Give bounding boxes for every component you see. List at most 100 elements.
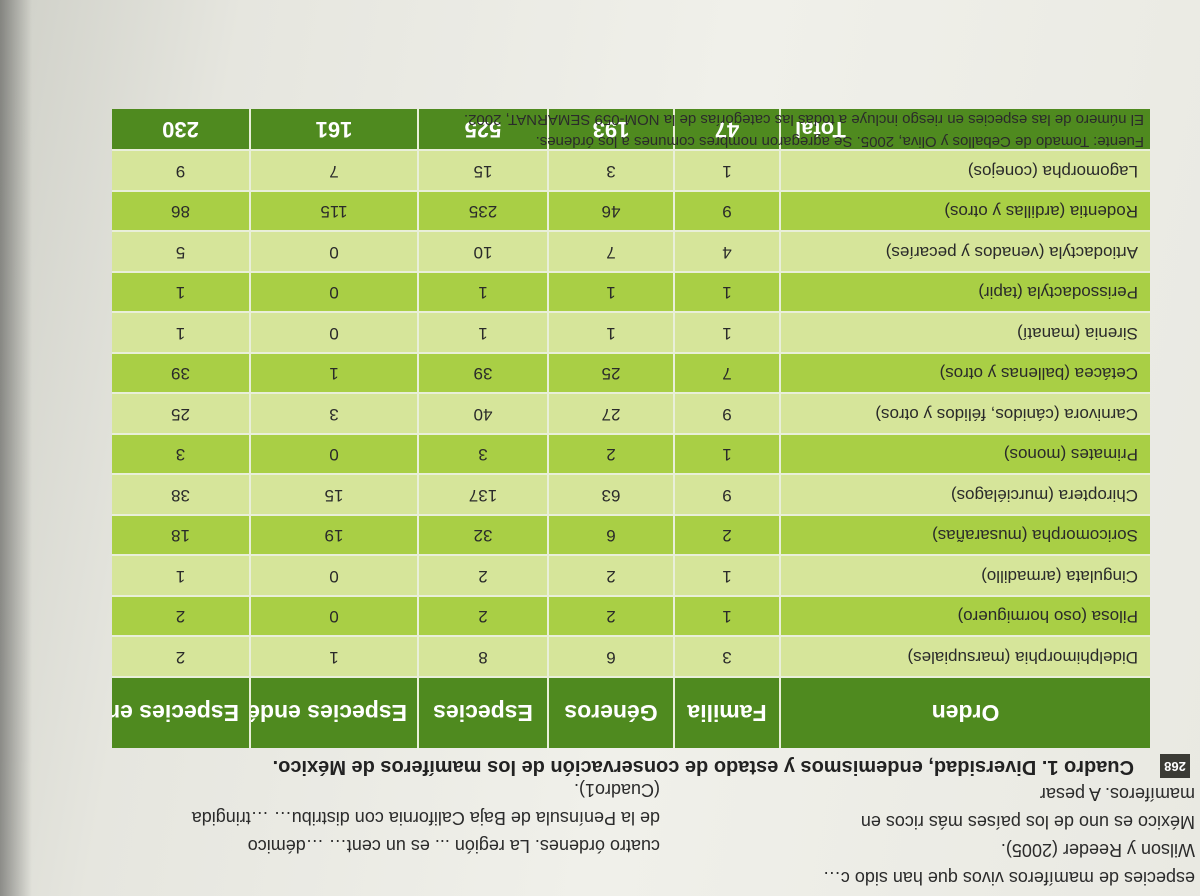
table-row: Lagomorpha (conejos) 1 3 15 7 9 [112, 150, 1150, 191]
header-especies-en-riesgo: Especies en riesgo [112, 677, 250, 748]
cell-generos: 6 [548, 515, 674, 556]
cell-generos: 2 [548, 434, 674, 475]
cell-especies: 137 [418, 474, 548, 515]
cell-riesgo: 38 [112, 474, 250, 515]
cell-familia: 2 [674, 515, 780, 556]
header-familia: Familia [674, 677, 780, 748]
total-endemicas: 161 [250, 109, 418, 151]
cell-orden: Pilosa (oso hormiguero) [780, 596, 1150, 637]
cell-riesgo: 39 [112, 353, 250, 394]
cell-orden: Sirenia (manatí) [780, 312, 1150, 353]
cell-familia: 4 [674, 231, 780, 272]
cell-familia: 1 [674, 150, 780, 191]
cell-endemicas: 115 [250, 191, 418, 232]
cell-generos: 1 [548, 272, 674, 313]
cell-orden: Cingulata (armadillo) [780, 555, 1150, 596]
intro-line: de la Península de Baja California con d… [191, 808, 660, 828]
cell-generos: 63 [548, 474, 674, 515]
page-number: 268 [1160, 754, 1190, 778]
total-riesgo: 230 [112, 109, 250, 151]
intro-line: México es uno de los países más ricos en… [860, 784, 1195, 832]
cell-familia: 7 [674, 353, 780, 394]
cell-endemicas: 15 [250, 474, 418, 515]
cell-riesgo: 9 [112, 150, 250, 191]
cell-especies: 3 [418, 434, 548, 475]
cell-generos: 6 [548, 636, 674, 677]
cell-endemicas: 0 [250, 272, 418, 313]
cell-generos: 27 [548, 393, 674, 434]
cell-especies: 39 [418, 353, 548, 394]
table-row: Pilosa (oso hormiguero) 1 2 2 0 2 [112, 596, 1150, 637]
cell-riesgo: 25 [112, 393, 250, 434]
cell-endemicas: 0 [250, 555, 418, 596]
cell-riesgo: 2 [112, 596, 250, 637]
cell-riesgo: 1 [112, 555, 250, 596]
cell-especies: 2 [418, 555, 548, 596]
cell-generos: 2 [548, 596, 674, 637]
cell-riesgo: 2 [112, 636, 250, 677]
mammals-table: Orden Familia Géneros Especies Especies … [112, 109, 1150, 748]
cell-orden: Didelphimorphia (marsupiales) [780, 636, 1150, 677]
cell-generos: 25 [548, 353, 674, 394]
cell-orden: Chiroptera (murciélagos) [780, 474, 1150, 515]
cell-endemicas: 1 [250, 353, 418, 394]
cell-orden: Primates (monos) [780, 434, 1150, 475]
header-orden: Orden [780, 677, 1150, 748]
cell-endemicas: 0 [250, 596, 418, 637]
cell-endemicas: 3 [250, 393, 418, 434]
cell-orden: Carnivora (cánidos, félidos y otros) [780, 393, 1150, 434]
header-especies-endemicas: Especies endémicas [250, 677, 418, 748]
cell-orden: Perissodactyla (tapir) [780, 272, 1150, 313]
cell-riesgo: 86 [112, 191, 250, 232]
intro-line: cuatro órdenes. La región ... es un cent… [247, 836, 660, 856]
cell-familia: 1 [674, 434, 780, 475]
table-row: Primates (monos) 1 2 3 0 3 [112, 434, 1150, 475]
table-row: Rodentia (ardillas y otros) 9 46 235 115 86 [112, 191, 1150, 232]
cell-generos: 1 [548, 312, 674, 353]
cell-familia: 1 [674, 272, 780, 313]
cell-especies: 1 [418, 312, 548, 353]
table-header-row: Orden Familia Géneros Especies Especies … [112, 677, 1150, 748]
cell-endemicas: 19 [250, 515, 418, 556]
cell-endemicas: 0 [250, 434, 418, 475]
cell-familia: 9 [674, 474, 780, 515]
table-body: Didelphimorphia (marsupiales) 3 6 8 1 2 Pilosa… [112, 109, 1150, 677]
header-generos: Géneros [548, 677, 674, 748]
intro-text-right: cuatro órdenes. La región ... es un cent… [0, 776, 660, 860]
cell-especies: 15 [418, 150, 548, 191]
cell-familia: 9 [674, 393, 780, 434]
table-row: Soricomorpha (musarañas) 2 6 32 19 18 [112, 515, 1150, 556]
intro-text-left: especies de mamíferos vivos que han sido… [795, 780, 1195, 892]
cell-endemicas: 7 [250, 150, 418, 191]
table-caption: Cuadro 1. Diversidad, endemismos y estad… [272, 756, 1134, 778]
cell-especies: 32 [418, 515, 548, 556]
cell-orden: Rodentia (ardillas y otros) [780, 191, 1150, 232]
footnote-source: Fuente: Tomado de Ceballos y Oliva, 2005… [535, 133, 1144, 150]
cell-riesgo: 5 [112, 231, 250, 272]
table-row: Carnivora (cánidos, félidos y otros) 9 27 4… [112, 393, 1150, 434]
cell-familia: 1 [674, 312, 780, 353]
cell-generos: 7 [548, 231, 674, 272]
table-row: Artiodactyla (venados y pecaríes) 4 7 10 0 5 [112, 231, 1150, 272]
table-row: Didelphimorphia (marsupiales) 3 6 8 1 2 [112, 636, 1150, 677]
footnote-risk: El número de las especies en riesgo incl… [463, 111, 1144, 128]
cell-especies: 10 [418, 231, 548, 272]
cell-endemicas: 1 [250, 636, 418, 677]
intro-line: Wilson y Reeder (2005). [1000, 840, 1195, 860]
cell-familia: 1 [674, 596, 780, 637]
cell-familia: 3 [674, 636, 780, 677]
cell-orden: Artiodactyla (venados y pecaríes) [780, 231, 1150, 272]
table-row: Chiroptera (murciélagos) 9 63 137 15 38 [112, 474, 1150, 515]
cell-especies: 235 [418, 191, 548, 232]
table-row: Sirenia (manatí) 1 1 1 0 1 [112, 312, 1150, 353]
cell-especies: 8 [418, 636, 548, 677]
table-row: Cetácea (ballenas y otros) 7 25 39 1 39 [112, 353, 1150, 394]
cell-riesgo: 3 [112, 434, 250, 475]
cell-orden: Cetácea (ballenas y otros) [780, 353, 1150, 394]
cell-generos: 46 [548, 191, 674, 232]
cell-orden: Soricomorpha (musarañas) [780, 515, 1150, 556]
cell-familia: 9 [674, 191, 780, 232]
cell-generos: 2 [548, 555, 674, 596]
header-especies: Especies [418, 677, 548, 748]
